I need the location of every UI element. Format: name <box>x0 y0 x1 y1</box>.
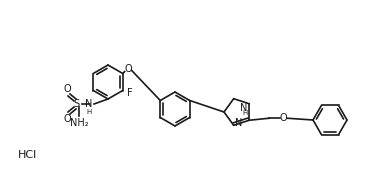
Text: O: O <box>63 84 71 94</box>
Text: H: H <box>242 110 247 116</box>
Text: O: O <box>63 114 71 124</box>
Text: H: H <box>87 109 92 115</box>
Text: HCl: HCl <box>18 150 37 160</box>
Text: NH₂: NH₂ <box>70 118 88 128</box>
Text: F: F <box>127 87 132 98</box>
Text: S: S <box>73 99 79 109</box>
Text: N: N <box>240 103 247 113</box>
Text: N: N <box>235 118 242 128</box>
Text: N: N <box>85 99 92 109</box>
Text: O: O <box>280 113 287 123</box>
Text: O: O <box>125 64 133 75</box>
